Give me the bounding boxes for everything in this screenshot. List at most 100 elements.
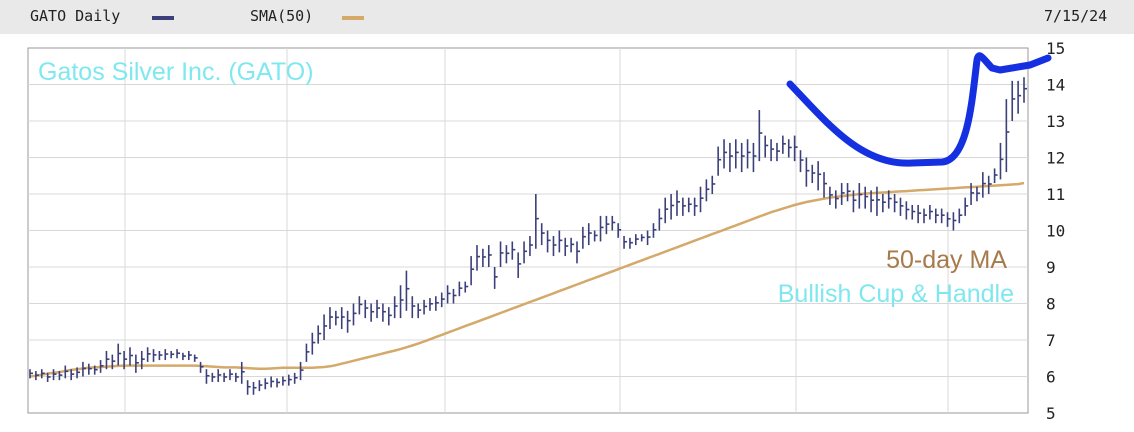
price-bar: [482, 248, 486, 267]
price-bar: [829, 186, 833, 205]
price-bar: [970, 183, 975, 205]
price-bar: [846, 183, 851, 202]
chart-header: GATO Daily SMA(50) 7/15/24: [0, 0, 1134, 34]
price-bar: [917, 204, 922, 224]
price-bar: [199, 361, 204, 373]
price-bar: [423, 299, 428, 315]
price-bar: [240, 361, 245, 384]
price-bar: [834, 190, 839, 209]
price-bar: [746, 139, 751, 169]
price-bar: [887, 190, 892, 209]
price-bar: [823, 172, 828, 198]
price-bar: [805, 157, 810, 187]
price-bar: [593, 230, 598, 242]
price-bar: [276, 378, 281, 388]
price-bar: [188, 350, 192, 361]
price-bar: [123, 350, 128, 370]
y-tick-label: 10: [1046, 222, 1065, 241]
price-bar: [882, 194, 886, 213]
price-bar: [723, 139, 728, 169]
sma-50-line: [29, 181, 1025, 378]
price-bar: [552, 235, 557, 257]
price-bar: [464, 281, 469, 293]
price-bar: [682, 197, 686, 216]
price-bar: [811, 164, 816, 184]
price-bar: [876, 186, 880, 216]
price-bar: [152, 349, 157, 362]
price-bar: [117, 343, 122, 366]
price-bar: [82, 361, 86, 377]
price-bar: [382, 303, 386, 322]
price-bar: [858, 183, 863, 209]
price-bar: [787, 139, 792, 158]
price-bar: [452, 288, 457, 304]
price-bar: [958, 208, 963, 224]
price-bar: [635, 234, 639, 246]
legend-swatch-sma: [342, 16, 364, 20]
price-bar: [305, 343, 310, 362]
price-bar: [246, 380, 251, 395]
price-bar: [540, 223, 545, 246]
cup-handle-overlay: [786, 52, 1052, 167]
price-bar: [764, 135, 769, 158]
price-bar: [158, 350, 163, 361]
price-bar: [88, 363, 92, 375]
price-bar: [252, 381, 257, 395]
price-bar: [99, 360, 104, 373]
price-bar: [387, 307, 392, 326]
price-bar: [405, 270, 410, 311]
price-bar: [617, 223, 622, 238]
price-bar: [487, 245, 492, 267]
price-bar: [640, 234, 645, 242]
price-bar: [1023, 77, 1027, 103]
chart-date: 7/15/24: [1044, 7, 1108, 25]
price-bar: [411, 296, 416, 319]
price-bar: [329, 307, 333, 330]
price-bar: [664, 197, 669, 224]
price-bar: [676, 190, 680, 216]
price-bar: [517, 252, 522, 278]
price-bar: [270, 376, 275, 388]
price-bar: [864, 186, 869, 209]
price-bar: [558, 230, 563, 253]
y-tick-label: 8: [1046, 295, 1056, 314]
price-bar: [929, 204, 933, 220]
price-bar: [340, 307, 345, 330]
price-bar: [493, 267, 498, 289]
price-bar: [111, 354, 116, 370]
price-bar: [164, 349, 169, 361]
y-tick-label: 11: [1046, 185, 1065, 204]
price-bar: [429, 298, 433, 311]
price-bar: [999, 142, 1004, 180]
price-bar: [1011, 80, 1016, 121]
price-bar: [952, 212, 957, 231]
legend-swatch-daily: [152, 16, 174, 20]
y-tick-label: 7: [1046, 331, 1056, 350]
price-bar: [740, 142, 745, 173]
price-bar: [817, 161, 822, 191]
price-bar: [435, 296, 439, 311]
price-bar: [605, 215, 610, 235]
price-bar: [923, 208, 928, 224]
price-bar: [446, 285, 451, 304]
price-bar: [317, 325, 322, 344]
price-bar: [599, 215, 604, 242]
price-bar: [752, 142, 757, 173]
price-bar: [629, 237, 633, 249]
price-bar: [46, 372, 51, 382]
price-bar: [587, 223, 592, 246]
price-bar: [346, 310, 351, 333]
price-bar: [523, 241, 528, 264]
price-bar: [1005, 99, 1010, 173]
price-bar: [440, 292, 445, 308]
price-bar: [140, 350, 145, 370]
price-bar: [535, 194, 539, 249]
y-tick-label: 5: [1046, 404, 1056, 423]
price-bar: [35, 371, 39, 381]
price-bar: [417, 303, 422, 319]
price-bar: [470, 256, 475, 286]
price-bar: [564, 237, 569, 257]
price-bar: [358, 296, 363, 315]
price-bar: [458, 281, 463, 297]
price-bar: [40, 369, 45, 379]
